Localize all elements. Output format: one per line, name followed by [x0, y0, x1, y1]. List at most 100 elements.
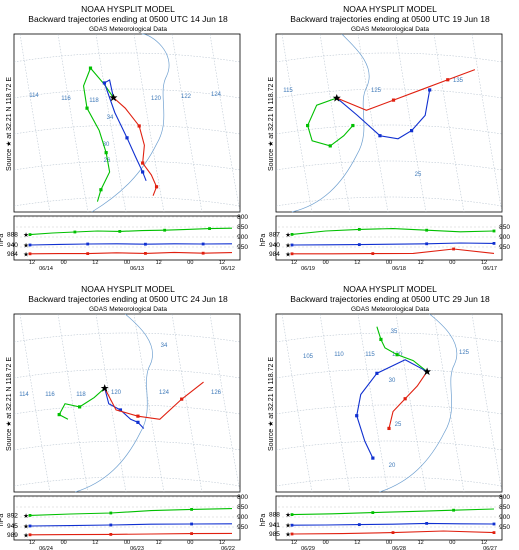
meridian-line	[95, 313, 127, 493]
parallel-line	[13, 52, 241, 63]
height-axis-label: hPa	[260, 234, 267, 247]
latitude-label: 34	[161, 343, 168, 349]
map-layer: 115 125 135 25	[275, 33, 503, 213]
time-tick-label: 12	[481, 540, 487, 546]
pressure-trace	[292, 248, 495, 255]
parallel-line	[275, 368, 503, 379]
chart-title: NOAA HYSPLIT MODEL	[343, 284, 437, 294]
time-tick-label: 12	[291, 260, 297, 266]
panel-svg: NOAA HYSPLIT MODEL Backward trajectories…	[260, 284, 510, 550]
trajectory-marker	[136, 414, 140, 418]
longitude-label: 120	[151, 96, 162, 102]
map-frame	[13, 33, 241, 213]
parallel-line	[275, 124, 503, 135]
pressure-marker	[492, 242, 496, 245]
start-star-icon: ★	[285, 522, 291, 530]
trajectory-line	[103, 79, 147, 182]
longitude-label: 125	[371, 88, 382, 94]
time-tick-label: 00	[323, 540, 329, 546]
time-tick-label: 00	[323, 260, 329, 266]
pressure-marker	[109, 511, 113, 515]
pressure-marker	[28, 233, 32, 236]
trajectory-marker	[136, 420, 140, 424]
longitude-label: 126	[211, 390, 222, 396]
start-star-icon: ★	[23, 523, 29, 531]
panel-svg: NOAA HYSPLIT MODEL Backward trajectories…	[0, 284, 248, 550]
pressure-tick-label: 850	[237, 224, 248, 231]
pressure-marker	[28, 533, 32, 537]
parallel-line	[275, 160, 503, 171]
trajectory-layer	[82, 66, 159, 202]
time-tick-label: 12	[29, 540, 35, 546]
longitude-label: 25	[415, 172, 422, 178]
trajectory-marker	[137, 124, 141, 128]
meridian-line	[433, 33, 465, 213]
pressure-tick-label: 950	[499, 244, 510, 251]
start-level-label: 984	[269, 251, 280, 258]
pressure-tick-label: 900	[237, 234, 248, 241]
trajectory-line	[336, 69, 476, 111]
parallel-line	[13, 440, 241, 451]
start-star-icon: ★	[285, 231, 291, 239]
coastline	[291, 33, 370, 213]
time-tick-label: 12	[418, 260, 424, 266]
start-star-icon: ★	[23, 512, 29, 520]
trajectory-marker	[395, 353, 399, 357]
source-label: Source ★ at 32.21 N 118.72 E	[267, 357, 275, 451]
chart-source: GDAS Meteorological Data	[89, 306, 167, 313]
meridian-line	[433, 313, 465, 493]
chart-source: GDAS Meteorological Data	[89, 26, 167, 33]
time-tick-label: 12	[354, 540, 360, 546]
start-level-label: 888	[7, 232, 18, 239]
source-label: Source ★ at 32.21 N 118.72 E	[5, 77, 13, 171]
trajectory-marker	[391, 98, 396, 102]
chart-subtitle: Backward trajectories ending at 0500 UTC…	[28, 14, 228, 24]
pressure-trace	[29, 243, 233, 246]
time-tick-label: 12	[156, 540, 162, 546]
pressure-marker	[73, 230, 77, 234]
height-axis-label: hPa	[260, 514, 267, 527]
trajectory-line	[104, 381, 204, 420]
start-star-icon: ★	[23, 250, 29, 258]
pressure-tick-label: 850	[237, 504, 248, 511]
meridian-line	[209, 33, 241, 213]
pressure-marker	[425, 242, 429, 246]
start-star-icon: ★	[285, 242, 291, 250]
pressure-marker	[86, 252, 90, 255]
start-level-label: 984	[7, 251, 18, 258]
pressure-marker	[452, 508, 455, 512]
trajectory-layer	[355, 326, 432, 460]
longitude-label: 118	[76, 392, 86, 398]
trajectory-marker	[180, 397, 184, 401]
time-tick-label: 12	[156, 260, 162, 266]
chart-title: NOAA HYSPLIT MODEL	[81, 284, 175, 294]
trajectory-marker	[125, 136, 129, 140]
parallel-line	[275, 332, 503, 343]
longitude-label: 114	[29, 93, 39, 99]
start-level-label: 892	[7, 512, 18, 519]
trajectory-marker	[379, 337, 383, 342]
date-label: 06/24	[39, 546, 53, 550]
source-star-icon	[109, 93, 118, 102]
pressure-trace	[29, 508, 233, 516]
time-tick-label: 00	[187, 540, 193, 546]
longitude-label: 116	[61, 96, 71, 102]
start-level-label: 945	[7, 523, 18, 530]
pressure-marker	[201, 242, 205, 246]
pressure-tick-label: 950	[499, 524, 510, 531]
time-tick-label: 00	[61, 260, 67, 266]
time-tick-label: 12	[481, 260, 487, 266]
pressure-marker	[290, 513, 294, 516]
longitude-label: 135	[453, 78, 464, 84]
start-level-label: 940	[7, 242, 18, 249]
start-star-icon: ★	[285, 511, 291, 519]
date-label: 06/29	[301, 546, 315, 550]
parallel-line	[275, 52, 503, 63]
pressure-marker	[208, 227, 211, 230]
trajectory-layer	[306, 69, 476, 148]
parallel-line	[275, 88, 503, 99]
pressure-tick-label: 950	[237, 524, 248, 531]
trajectory-marker	[154, 185, 159, 189]
pressure-marker	[144, 252, 147, 255]
